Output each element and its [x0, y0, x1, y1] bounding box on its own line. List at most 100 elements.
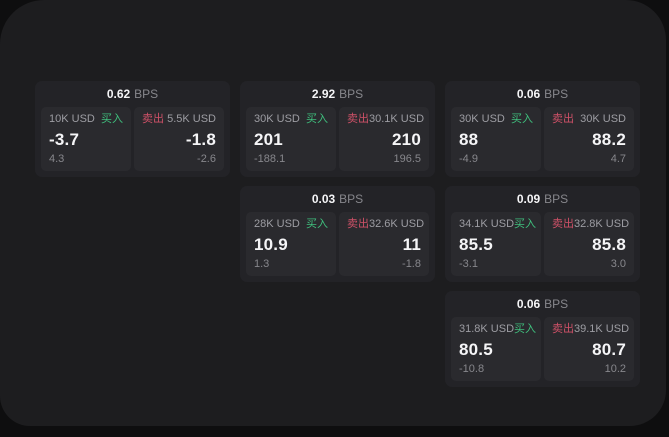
- sell-price: 85.8: [592, 235, 626, 254]
- card-header: 0.06 BPS: [451, 81, 634, 107]
- buy-price: 85.5: [459, 235, 493, 254]
- card-body: 30K USD 买入 88 -4.9 卖出 30K USD 88.2 4.7: [451, 107, 634, 171]
- buy-header-row: 34.1K USD 买入: [459, 218, 537, 230]
- bps-value: 2.92: [311, 87, 336, 101]
- sell-header-row: 卖出 30.1K USD: [347, 113, 425, 125]
- buy-delta: -3.1: [459, 258, 478, 270]
- buy-panel[interactable]: 30K USD 买入 88 -4.9: [451, 107, 541, 171]
- bps-unit: BPS: [339, 87, 364, 101]
- bps-value: 0.62: [106, 87, 131, 101]
- sell-header-row: 卖出 5.5K USD: [142, 114, 216, 125]
- sell-header-row: 卖出 32.8K USD: [552, 218, 630, 230]
- buy-price: -3.7: [49, 130, 80, 149]
- sell-delta: 3.0: [610, 258, 626, 270]
- bps-unit: BPS: [544, 87, 569, 101]
- quote-card[interactable]: 0.03 BPS 28K USD 买入 10.9 1.3 卖出 32.6K US…: [240, 186, 435, 282]
- sell-price: 210: [392, 130, 421, 149]
- buy-panel[interactable]: 10K USD 买入 -3.7 4.3: [41, 107, 131, 171]
- buy-price: 201: [254, 130, 283, 149]
- quote-card[interactable]: 0.09 BPS 34.1K USD 买入 85.5 -3.1 卖出 32.8K…: [445, 186, 640, 282]
- bps-value: 0.06: [516, 87, 541, 101]
- bps-value: 0.03: [311, 192, 336, 206]
- buy-header-row: 30K USD 买入: [459, 114, 533, 125]
- sell-amount: 30K USD: [580, 113, 626, 125]
- card-body: 28K USD 买入 10.9 1.3 卖出 32.6K USD 11 -1.8: [246, 212, 429, 276]
- buy-price: 88: [459, 130, 479, 149]
- buy-panel[interactable]: 30K USD 买入 201 -188.1: [246, 107, 336, 171]
- sell-price: 80.7: [592, 340, 626, 359]
- card-header: 0.03 BPS: [246, 186, 429, 212]
- bps-unit: BPS: [544, 192, 569, 206]
- card-header: 0.62 BPS: [41, 81, 224, 107]
- buy-delta: -4.9: [459, 153, 478, 165]
- sell-delta: 196.5: [393, 153, 421, 165]
- sell-amount: 5.5K USD: [167, 113, 216, 125]
- buy-delta: -188.1: [254, 153, 286, 165]
- cards-grid: 0.62 BPS 10K USD 买入 -3.7 4.3 卖出 5.5K USD…: [35, 81, 640, 387]
- sell-delta: 4.7: [610, 153, 626, 165]
- buy-amount: 28K USD: [254, 218, 300, 230]
- buy-side-label: 买入: [511, 113, 533, 125]
- sell-side-label: 卖出: [552, 113, 574, 125]
- card-header: 0.09 BPS: [451, 186, 634, 212]
- main-panel: 0.62 BPS 10K USD 买入 -3.7 4.3 卖出 5.5K USD…: [0, 0, 666, 426]
- sell-header-row: 卖出 39.1K USD: [552, 323, 630, 335]
- sell-header-row: 卖出 30K USD: [552, 114, 626, 125]
- sell-amount: 32.8K USD: [574, 218, 630, 230]
- bps-unit: BPS: [339, 192, 364, 206]
- buy-delta: 1.3: [254, 258, 270, 270]
- buy-panel[interactable]: 31.8K USD 买入 80.5 -10.8: [451, 317, 541, 381]
- sell-price: 88.2: [592, 130, 626, 149]
- quote-card[interactable]: 0.62 BPS 10K USD 买入 -3.7 4.3 卖出 5.5K USD…: [35, 81, 230, 177]
- buy-panel[interactable]: 28K USD 买入 10.9 1.3: [246, 212, 336, 276]
- sell-panel[interactable]: 卖出 39.1K USD 80.7 10.2: [544, 317, 634, 381]
- buy-header-row: 28K USD 买入: [254, 219, 328, 230]
- buy-side-label: 买入: [514, 218, 537, 230]
- buy-delta: 4.3: [49, 153, 65, 165]
- buy-price: 80.5: [459, 340, 493, 359]
- buy-amount: 10K USD: [49, 113, 95, 125]
- card-body: 34.1K USD 买入 85.5 -3.1 卖出 32.8K USD 85.8…: [451, 212, 634, 276]
- buy-panel[interactable]: 34.1K USD 买入 85.5 -3.1: [451, 212, 541, 276]
- sell-side-label: 卖出: [552, 323, 574, 335]
- quote-card[interactable]: 0.06 BPS 30K USD 买入 88 -4.9 卖出 30K USD 8…: [445, 81, 640, 177]
- buy-header-row: 10K USD 买入: [49, 114, 123, 125]
- buy-side-label: 买入: [306, 218, 328, 230]
- buy-side-label: 买入: [514, 323, 537, 335]
- sell-amount: 32.6K USD: [369, 218, 425, 230]
- sell-side-label: 卖出: [347, 218, 369, 230]
- sell-amount: 39.1K USD: [574, 323, 630, 335]
- sell-side-label: 卖出: [142, 113, 164, 125]
- sell-panel[interactable]: 卖出 30K USD 88.2 4.7: [544, 107, 634, 171]
- sell-header-row: 卖出 32.6K USD: [347, 218, 425, 230]
- card-header: 0.06 BPS: [451, 291, 634, 317]
- card-body: 30K USD 买入 201 -188.1 卖出 30.1K USD 210 1…: [246, 107, 429, 171]
- sell-delta: -2.6: [197, 153, 216, 165]
- quote-card[interactable]: 2.92 BPS 30K USD 买入 201 -188.1 卖出 30.1K …: [240, 81, 435, 177]
- sell-panel[interactable]: 卖出 30.1K USD 210 196.5: [339, 107, 429, 171]
- buy-header-row: 31.8K USD 买入: [459, 323, 537, 335]
- buy-amount: 30K USD: [254, 113, 300, 125]
- card-body: 10K USD 买入 -3.7 4.3 卖出 5.5K USD -1.8 -2.…: [41, 107, 224, 171]
- buy-amount: 34.1K USD: [459, 218, 515, 230]
- buy-price: 10.9: [254, 235, 288, 254]
- card-body: 31.8K USD 买入 80.5 -10.8 卖出 39.1K USD 80.…: [451, 317, 634, 381]
- sell-price: -1.8: [185, 130, 216, 149]
- buy-side-label: 买入: [306, 113, 328, 125]
- sell-panel[interactable]: 卖出 32.6K USD 11 -1.8: [339, 212, 429, 276]
- bps-value: 0.06: [516, 297, 541, 311]
- buy-side-label: 买入: [101, 113, 123, 125]
- sell-amount: 30.1K USD: [369, 113, 425, 125]
- sell-price: 11: [402, 235, 421, 254]
- buy-header-row: 30K USD 买入: [254, 114, 328, 125]
- sell-panel[interactable]: 卖出 5.5K USD -1.8 -2.6: [134, 107, 224, 171]
- card-header: 2.92 BPS: [246, 81, 429, 107]
- sell-panel[interactable]: 卖出 32.8K USD 85.8 3.0: [544, 212, 634, 276]
- sell-side-label: 卖出: [347, 113, 369, 125]
- quote-card[interactable]: 0.06 BPS 31.8K USD 买入 80.5 -10.8 卖出 39.1…: [445, 291, 640, 387]
- buy-amount: 31.8K USD: [459, 323, 515, 335]
- sell-side-label: 卖出: [552, 218, 574, 230]
- buy-amount: 30K USD: [459, 113, 505, 125]
- buy-delta: -10.8: [459, 363, 485, 375]
